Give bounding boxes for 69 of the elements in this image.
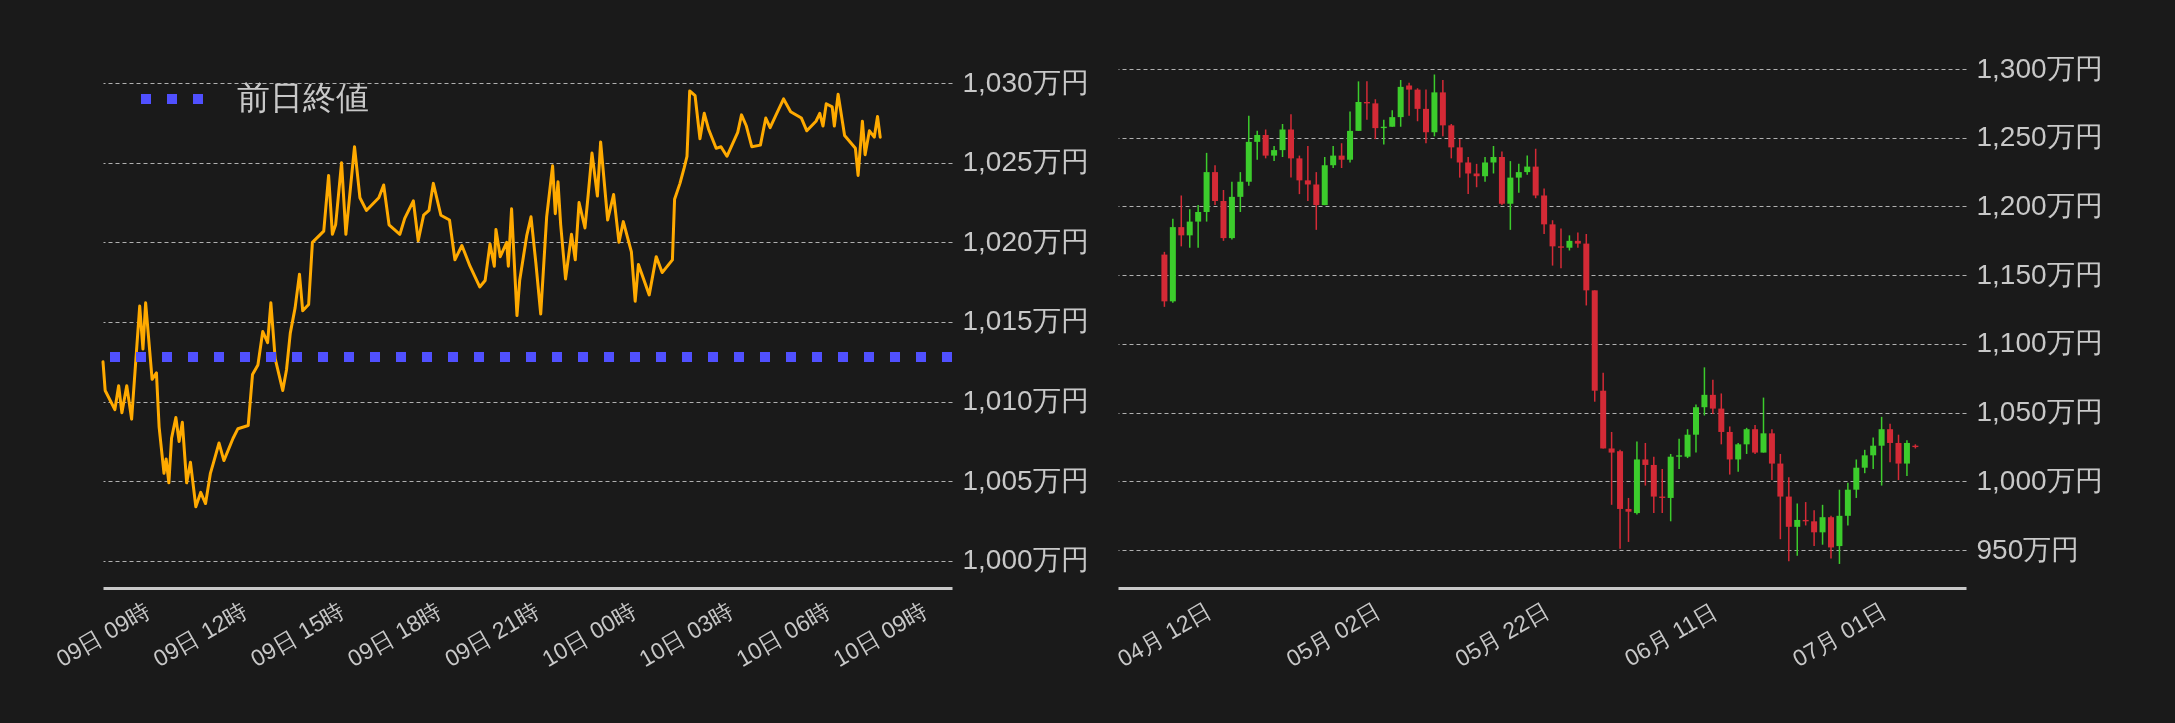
candlestick bbox=[1338, 142, 1345, 169]
y-tick-label: 1,000万円 bbox=[962, 544, 1089, 576]
y-tick-label: 950万円 bbox=[1976, 533, 2080, 565]
candlestick bbox=[1448, 123, 1455, 160]
candlestick bbox=[1237, 171, 1244, 213]
y-tick-label: 1,030万円 bbox=[962, 66, 1089, 98]
y-tick-label: 1,025万円 bbox=[962, 146, 1089, 178]
candlestick bbox=[1853, 458, 1860, 499]
candlestick bbox=[1195, 204, 1202, 249]
y-tick-label: 1,000万円 bbox=[1976, 464, 2103, 496]
y-tick-label: 1,250万円 bbox=[1976, 121, 2103, 153]
candlestick bbox=[1684, 428, 1691, 459]
y-tick-label: 1,150万円 bbox=[1976, 258, 2103, 290]
candlestick bbox=[1608, 431, 1615, 506]
candlestick bbox=[1743, 427, 1750, 455]
candlestick bbox=[1313, 171, 1320, 231]
candlestick bbox=[1456, 138, 1463, 179]
candlestick bbox=[1752, 424, 1759, 455]
candlestick bbox=[1811, 509, 1818, 547]
candlestick bbox=[1701, 366, 1708, 417]
candlestick bbox=[1870, 436, 1877, 470]
x-tick-label: 06月 11日 bbox=[1620, 597, 1722, 672]
candlestick bbox=[1254, 130, 1261, 161]
candlestick bbox=[1557, 227, 1564, 270]
y-tick-label: 1,300万円 bbox=[1976, 52, 2103, 84]
x-tick-label: 05月 02日 bbox=[1281, 597, 1385, 672]
candlestick bbox=[1473, 163, 1480, 188]
candlestick bbox=[1262, 128, 1269, 160]
candlestick bbox=[1794, 502, 1801, 557]
y-tick-label: 1,100万円 bbox=[1976, 327, 2103, 359]
candlestick bbox=[1515, 163, 1522, 194]
candlestick bbox=[1279, 123, 1286, 158]
candlestick bbox=[1490, 145, 1497, 175]
candlestick bbox=[1296, 154, 1303, 195]
y-tick-label: 1,200万円 bbox=[1976, 189, 2103, 221]
candlestick bbox=[1735, 442, 1742, 473]
candlestick bbox=[1895, 433, 1902, 481]
candlestick bbox=[1549, 219, 1556, 267]
candlestick bbox=[1760, 396, 1767, 454]
candlestick bbox=[1465, 156, 1472, 195]
candlestick bbox=[1887, 422, 1894, 463]
candlestick bbox=[1406, 82, 1413, 117]
x-tick-label: 07月 01日 bbox=[1788, 597, 1891, 672]
y-tick-label: 1,050万円 bbox=[1976, 396, 2103, 428]
candlestick bbox=[1903, 439, 1910, 477]
y-tick-label: 1,015万円 bbox=[962, 305, 1089, 337]
candlestick bbox=[1482, 156, 1489, 183]
legend-label: 前日終値 bbox=[237, 79, 369, 116]
candlestick bbox=[1422, 88, 1429, 144]
x-tick-label: 04月 12日 bbox=[1113, 597, 1216, 672]
candlestick bbox=[1178, 194, 1185, 248]
candlestick bbox=[1524, 154, 1531, 176]
candlestick bbox=[1304, 145, 1311, 202]
y-tick-label: 1,005万円 bbox=[962, 464, 1089, 496]
candlestick bbox=[1186, 208, 1193, 249]
candlestick bbox=[1330, 145, 1337, 169]
candlestick bbox=[1878, 416, 1885, 487]
candlestick bbox=[1625, 497, 1632, 543]
candlestick bbox=[1819, 504, 1826, 546]
candlestick bbox=[1676, 438, 1683, 470]
candlestick bbox=[1574, 231, 1581, 249]
candlestick bbox=[1414, 87, 1421, 122]
x-tick-label: 05月 22日 bbox=[1450, 597, 1554, 672]
candlestick bbox=[1718, 392, 1725, 446]
candlestick bbox=[1861, 449, 1868, 474]
y-tick-label: 1,020万円 bbox=[962, 225, 1089, 257]
y-tick-label: 1,010万円 bbox=[962, 385, 1089, 417]
candlestick bbox=[1642, 442, 1649, 487]
candlestick bbox=[1709, 378, 1716, 415]
